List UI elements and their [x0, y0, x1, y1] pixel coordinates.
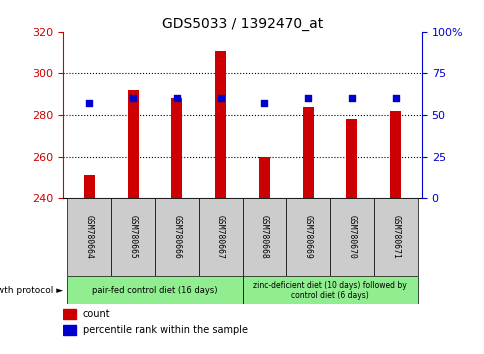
Text: pair-fed control diet (16 days): pair-fed control diet (16 days) [92, 286, 217, 295]
Point [129, 96, 136, 101]
Text: GSM780665: GSM780665 [128, 215, 137, 259]
Bar [286, 198, 329, 276]
Bar [215, 51, 226, 198]
Bar [171, 98, 182, 198]
Point [303, 96, 311, 101]
Point [260, 101, 268, 106]
Bar [63, 309, 76, 319]
Text: GSM780668: GSM780668 [259, 215, 268, 259]
Text: GSM780666: GSM780666 [172, 215, 181, 259]
Bar [67, 276, 242, 304]
Bar [346, 119, 357, 198]
Bar [242, 276, 417, 304]
Bar [258, 156, 269, 198]
Bar [242, 198, 286, 276]
Title: GDS5033 / 1392470_at: GDS5033 / 1392470_at [162, 17, 322, 31]
Bar [111, 198, 155, 276]
Bar [302, 107, 313, 198]
Bar [373, 198, 417, 276]
Point [216, 96, 224, 101]
Bar [63, 325, 76, 335]
Text: growth protocol ►: growth protocol ► [0, 286, 63, 295]
Bar [127, 90, 138, 198]
Text: GSM780667: GSM780667 [216, 215, 225, 259]
Bar [84, 175, 94, 198]
Bar [155, 198, 198, 276]
Text: zinc-deficient diet (10 days) followed by
control diet (6 days): zinc-deficient diet (10 days) followed b… [253, 281, 406, 300]
Text: GSM780669: GSM780669 [303, 215, 312, 259]
Point [391, 96, 399, 101]
Bar [67, 198, 111, 276]
Point [173, 96, 181, 101]
Text: percentile rank within the sample: percentile rank within the sample [83, 325, 247, 335]
Text: GSM780670: GSM780670 [347, 215, 356, 259]
Point [348, 96, 355, 101]
Point [85, 101, 93, 106]
Bar [390, 111, 400, 198]
Text: GSM780671: GSM780671 [391, 215, 399, 259]
Bar [329, 198, 373, 276]
Text: count: count [83, 309, 110, 319]
Text: GSM780664: GSM780664 [85, 215, 93, 259]
Bar [198, 198, 242, 276]
